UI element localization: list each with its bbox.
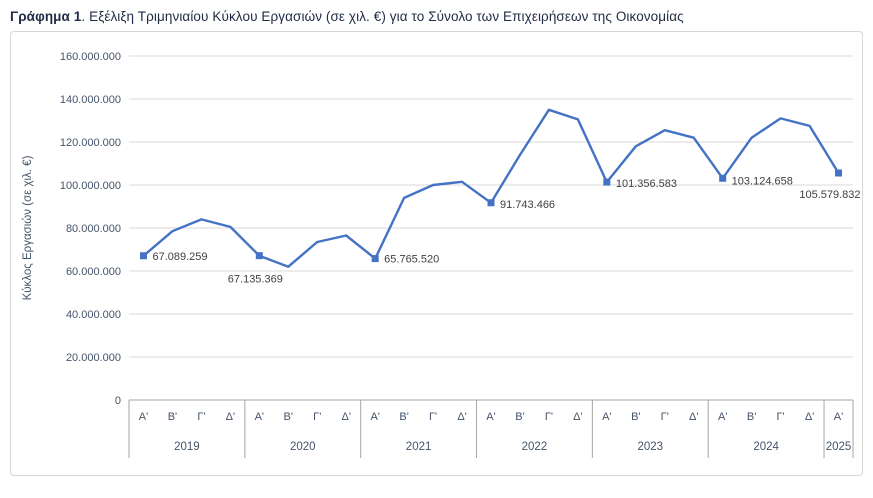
data-label: 67.135.369 xyxy=(228,274,283,286)
data-label: 65.765.520 xyxy=(384,254,439,266)
quarter-tick-label: Β' xyxy=(631,411,640,423)
y-tick-label: 160.000.000 xyxy=(60,51,121,63)
turnover-line-chart: 0 20.000.000 40.000.000 60.000.000 80.000.00… xyxy=(22,51,861,458)
y-tick-label: 100.000.000 xyxy=(60,180,121,192)
quarter-tick-label: Α' xyxy=(255,411,264,423)
quarter-tick-label: Γ' xyxy=(777,411,785,423)
year-tick-label: 2022 xyxy=(522,441,548,453)
quarter-tick-label: Δ' xyxy=(457,411,466,423)
year-tick-label: 2024 xyxy=(753,441,779,453)
quarter-tick-label: Β' xyxy=(168,411,177,423)
y-tick-label: 140.000.000 xyxy=(60,94,121,106)
y-tick-label: 120.000.000 xyxy=(60,137,121,149)
chart-caption: Γράφημα 1. Εξέλιξη Τριμηνιαίου Κύκλου Ερ… xyxy=(10,9,861,24)
quarter-tick-label: Α' xyxy=(370,411,379,423)
chart-container: 0 20.000.000 40.000.000 60.000.000 80.000.00… xyxy=(10,31,863,476)
year-tick-label: 2021 xyxy=(406,441,432,453)
year-tick-label: 2019 xyxy=(174,441,200,453)
quarter-tick-label: Δ' xyxy=(573,411,582,423)
data-point-marker xyxy=(139,252,147,260)
data-point-marker xyxy=(487,199,495,207)
y-tick-label: 0 xyxy=(115,395,121,407)
quarter-tick-label: Γ' xyxy=(197,411,205,423)
data-label: 103.124.658 xyxy=(732,175,793,187)
series-line xyxy=(142,108,840,268)
y-tick-label: 60.000.000 xyxy=(66,266,121,278)
y-axis-title: Κύκλος Εργασιών (σε χιλ. €) xyxy=(22,155,34,300)
data-point-marker xyxy=(719,174,727,182)
quarter-tick-label: Δ' xyxy=(689,411,698,423)
data-label: 101.356.583 xyxy=(616,178,677,190)
quarter-tick-label: Γ' xyxy=(313,411,321,423)
y-tick-label: 20.000.000 xyxy=(66,352,121,364)
quarter-tick-label: Β' xyxy=(747,411,756,423)
quarter-tick-label: Β' xyxy=(399,411,408,423)
year-tick-label: 2020 xyxy=(290,441,316,453)
quarter-tick-label: Δ' xyxy=(341,411,350,423)
quarter-tick-label: Δ' xyxy=(805,411,814,423)
chart-caption-text: . Εξέλιξη Τριμηνιαίου Κύκλου Εργασιών (σ… xyxy=(81,9,684,24)
quarter-tick-label: Α' xyxy=(602,411,611,423)
quarter-tick-label: Α' xyxy=(834,411,843,423)
quarter-tick-label: Α' xyxy=(718,411,727,423)
year-tick-label: 2023 xyxy=(637,441,663,453)
quarter-tick-label: Α' xyxy=(139,411,148,423)
quarter-tick-label: Γ' xyxy=(545,411,553,423)
chart-caption-number: Γράφημα 1 xyxy=(10,9,82,24)
quarter-tick-label: Α' xyxy=(486,411,495,423)
data-point-marker xyxy=(255,252,263,260)
quarter-tick-label: Γ' xyxy=(661,411,669,423)
data-point-marker xyxy=(603,178,611,186)
data-point-marker xyxy=(835,169,843,177)
quarter-tick-label: Β' xyxy=(515,411,524,423)
quarter-tick-label: Β' xyxy=(284,411,293,423)
data-point-marker xyxy=(371,255,379,263)
year-tick-label: 2025 xyxy=(826,441,852,453)
y-tick-label: 80.000.000 xyxy=(66,223,121,235)
data-label: 67.089.259 xyxy=(152,251,207,263)
quarter-tick-label: Δ' xyxy=(226,411,235,423)
quarter-tick-label: Γ' xyxy=(429,411,437,423)
data-label: 105.579.832 xyxy=(799,189,860,201)
y-tick-label: 40.000.000 xyxy=(66,309,121,321)
data-label: 91.743.466 xyxy=(500,199,555,211)
